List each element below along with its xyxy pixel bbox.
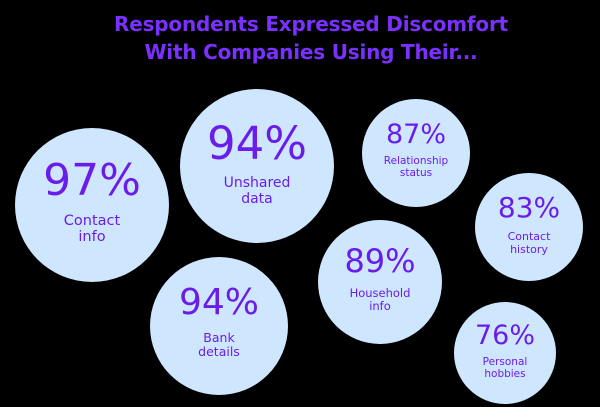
bubble-household-info: 89% Household info: [318, 220, 442, 344]
bubble-value: 83%: [497, 191, 561, 225]
bubble-value: 97%: [43, 154, 141, 206]
bubble-label: Personal hobbies: [482, 355, 528, 380]
bubble-personal-hobbies: 76% Personal hobbies: [454, 302, 556, 404]
bubble-bank-details: 94% Bank details: [150, 257, 288, 395]
chart-title-line-1: Respondents Expressed Discomfort: [114, 12, 508, 36]
bubble-contact-history: 83% Contact history: [475, 173, 583, 281]
bubble-relationship-status: 87% Relationship status: [362, 99, 470, 207]
bubble-value: 87%: [385, 118, 446, 150]
bubble-value: 94%: [178, 282, 259, 323]
bubble-label: Relationship status: [383, 154, 449, 179]
bubble-label: Unshared data: [223, 174, 291, 207]
chart-title-line-2: With Companies Using Their...: [144, 40, 478, 64]
bubble-label: Contact history: [507, 230, 551, 256]
bubble-label: Bank details: [198, 330, 240, 359]
bubble-label: Household info: [349, 286, 411, 313]
bubble-contact-info: 97% Contact info: [15, 128, 169, 282]
bubble-value: 76%: [474, 319, 535, 351]
bubble-label: Contact info: [63, 212, 121, 245]
bubble-unshared-data: 94% Unshared data: [180, 89, 334, 243]
bubble-value: 94%: [206, 116, 308, 170]
chart-title: Respondents Expressed Discomfort With Co…: [0, 10, 600, 66]
bubble-value: 89%: [344, 242, 416, 281]
